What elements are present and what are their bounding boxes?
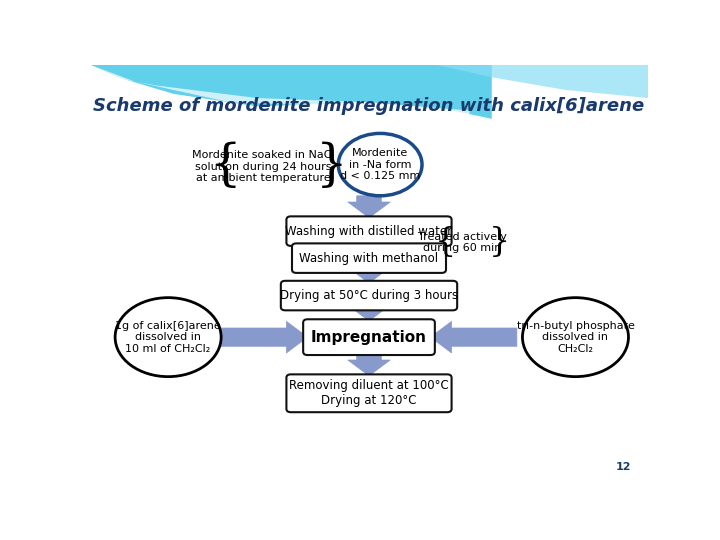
PathPatch shape [90, 65, 469, 123]
Polygon shape [348, 305, 390, 321]
PathPatch shape [90, 82, 347, 119]
Text: }: } [316, 142, 348, 191]
Text: Washing with methanol: Washing with methanol [300, 252, 438, 265]
Text: tri-n-butyl phosphate
dissolved in
CH₂Cl₂: tri-n-butyl phosphate dissolved in CH₂Cl… [516, 321, 634, 354]
FancyBboxPatch shape [292, 244, 446, 273]
Polygon shape [348, 196, 390, 218]
Text: Removing diluent at 100°C
Drying at 120°C: Removing diluent at 100°C Drying at 120°… [289, 379, 449, 407]
Polygon shape [431, 321, 517, 353]
Circle shape [338, 133, 422, 196]
Text: {: { [435, 226, 456, 258]
Text: Mordenite soaked in NaCl
solution during 24 hours
at ambient temperature: Mordenite soaked in NaCl solution during… [192, 150, 334, 183]
PathPatch shape [90, 65, 492, 119]
FancyBboxPatch shape [287, 217, 451, 246]
Circle shape [523, 298, 629, 377]
Text: Scheme of mordenite impregnation with calix[6]arene: Scheme of mordenite impregnation with ca… [94, 97, 644, 116]
FancyBboxPatch shape [303, 319, 435, 355]
Text: Treated actively
during 60 min: Treated actively during 60 min [418, 232, 507, 253]
PathPatch shape [436, 65, 648, 98]
Polygon shape [348, 352, 390, 376]
Polygon shape [348, 267, 390, 283]
Text: Washing with distilled water: Washing with distilled water [285, 225, 453, 238]
Circle shape [115, 298, 221, 377]
Text: {: { [210, 142, 242, 191]
Polygon shape [221, 321, 307, 353]
FancyBboxPatch shape [287, 374, 451, 412]
FancyBboxPatch shape [281, 281, 457, 310]
Text: }: } [489, 226, 510, 258]
Text: Impregnation: Impregnation [311, 329, 427, 345]
Text: Mordenite
in -Na form
d < 0.125 mm: Mordenite in -Na form d < 0.125 mm [340, 148, 420, 181]
Text: 12: 12 [616, 462, 631, 472]
Text: 1g of calix[6]arene
dissolved in
10 ml of CH₂Cl₂: 1g of calix[6]arene dissolved in 10 ml o… [115, 321, 221, 354]
Text: Drying at 50°C during 3 hours: Drying at 50°C during 3 hours [280, 289, 458, 302]
